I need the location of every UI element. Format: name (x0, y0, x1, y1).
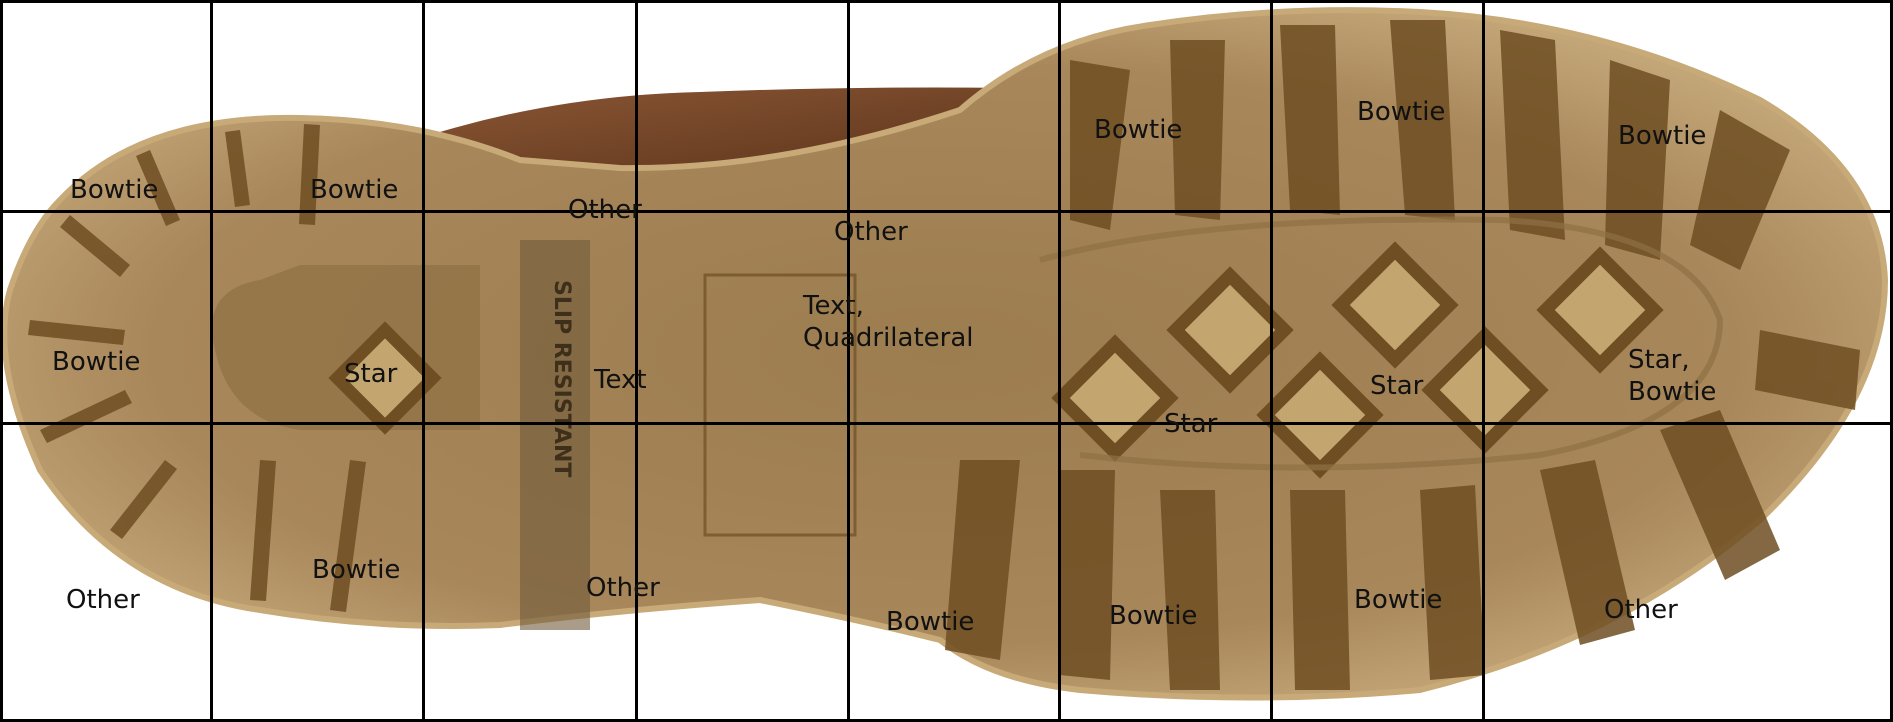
cell-label: Star (1164, 409, 1218, 439)
cell-label: Bowtie (310, 175, 399, 205)
grid-horizontal-line (0, 422, 1893, 425)
grid-vertical-line (847, 0, 850, 722)
cell-label: Text (594, 365, 647, 395)
cell-label: Bowtie (1357, 97, 1446, 127)
cell-label: Bowtie (886, 607, 975, 637)
heel-channel (212, 265, 480, 430)
cell-label: Bowtie (1094, 115, 1183, 145)
cell-label: Bowtie (312, 555, 401, 585)
cell-label: Other (568, 195, 642, 225)
cell-label: Star, (1628, 345, 1690, 375)
grid-vertical-line (1058, 0, 1061, 722)
grid-vertical-line (635, 0, 638, 722)
grid-vertical-line (422, 0, 425, 722)
cell-label: Other (66, 585, 140, 615)
cell-label: Star (344, 359, 398, 389)
cell-label: Other (586, 573, 660, 603)
cell-label: Other (1604, 595, 1678, 625)
cell-label: Bowtie (1618, 121, 1707, 151)
grid-vertical-line (210, 0, 213, 722)
cell-label: Bowtie (1109, 601, 1198, 631)
cell-label: Bowtie (70, 175, 159, 205)
forefoot-lugs-bottom (945, 330, 1860, 690)
cell-label: Bowtie (52, 347, 141, 377)
cell-label: Bowtie (1628, 377, 1717, 407)
slip-strip (520, 240, 590, 630)
forefoot-lugs-top (1070, 20, 1790, 270)
forefoot-channel (1039, 216, 1724, 471)
grid-horizontal-line (0, 0, 1893, 3)
heel-star (328, 321, 442, 435)
heel-lugs (28, 124, 366, 612)
grid-vertical-line (0, 0, 3, 722)
sole-text-slip-resistant: SLIP RESISTANT (549, 280, 574, 478)
grid-horizontal-line (0, 210, 1893, 213)
cell-label: Bowtie (1354, 585, 1443, 615)
cell-label: Quadrilateral (803, 323, 974, 353)
grid-vertical-line (1890, 0, 1893, 722)
grid-horizontal-line (0, 719, 1893, 722)
grid-vertical-line (1482, 0, 1485, 722)
grid-vertical-line (1270, 0, 1273, 722)
cell-label: Other (834, 217, 908, 247)
cell-label: Star (1370, 371, 1424, 401)
cell-label: Text, (803, 291, 864, 321)
waist-plate (703, 273, 857, 537)
